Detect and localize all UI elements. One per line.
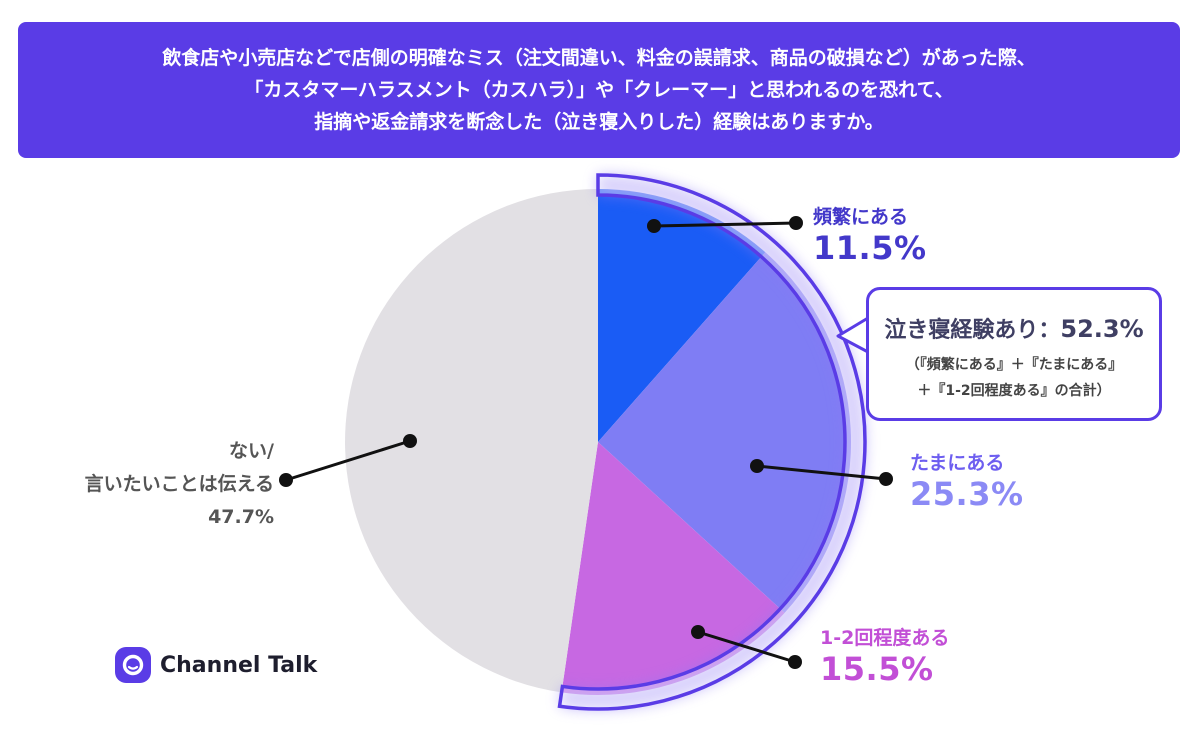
total-callout: 泣き寝経験あり：52.3% （『頻繁にある』＋『たまにある』 ＋『1-2回程度あ… bbox=[866, 287, 1162, 421]
callout-title: 泣き寝経験あり： bbox=[884, 318, 1061, 343]
leader-once-or-twice-dot-start bbox=[691, 625, 705, 639]
leader-frequent bbox=[653, 221, 797, 228]
slice-label-none: ない/ 言いたいことは伝える 47.7% bbox=[85, 435, 274, 534]
callout-headline: 泣き寝経験あり：52.3% bbox=[869, 312, 1159, 344]
label-sometimes-value: 25.3% bbox=[910, 475, 1024, 513]
leader-sometimes-dot-start bbox=[750, 459, 764, 473]
leader-once-or-twice-dot-end bbox=[788, 655, 802, 669]
slice-label-once-or-twice: 1-2回程度ある 15.5% bbox=[820, 623, 949, 688]
callout-pointer bbox=[836, 316, 869, 354]
callout-note-line-1: （『頻繁にある』＋『たまにある』 bbox=[905, 357, 1123, 373]
label-none-line-2: 言いたいことは伝える bbox=[84, 473, 274, 495]
brand-name: Channel Talk bbox=[160, 652, 318, 678]
pie-slice-sometimes bbox=[598, 252, 852, 613]
label-frequent-name: 頻繁にある bbox=[813, 206, 909, 228]
leader-none-dot-end bbox=[279, 473, 293, 487]
leader-sometimes bbox=[756, 464, 887, 481]
leader-once-or-twice bbox=[697, 630, 796, 664]
question-line-3: 指摘や返金請求を断念した（泣き寝入りした）経験はありますか。 bbox=[314, 111, 884, 133]
question-banner: 飲食店や小売店などで店側の明確なミス（注文間違い、料金の誤請求、商品の破損など）… bbox=[18, 22, 1180, 158]
label-frequent-value: 11.5% bbox=[813, 229, 927, 267]
label-once-or-twice-value: 15.5% bbox=[820, 650, 934, 688]
label-sometimes-name: たまにある bbox=[910, 452, 1005, 474]
highlight-ring bbox=[557, 173, 867, 711]
leader-frequent-dot-end bbox=[789, 216, 803, 230]
leader-none-dot-start bbox=[403, 434, 417, 448]
callout-note: （『頻繁にある』＋『たまにある』 ＋『1-2回程度ある』の合計） bbox=[869, 352, 1159, 404]
callout-value: 52.3% bbox=[1060, 315, 1144, 343]
leader-frequent-dot-start bbox=[647, 219, 661, 233]
channel-talk-logo: Channel Talk bbox=[115, 647, 317, 683]
channel-talk-logo-icon bbox=[115, 647, 151, 683]
leader-none bbox=[285, 439, 411, 482]
leader-sometimes-dot-end bbox=[879, 472, 893, 486]
label-none-line-1: ない/ bbox=[229, 440, 274, 462]
pie-slice-once-or-twice bbox=[561, 442, 785, 695]
pie-slice-none bbox=[345, 189, 598, 693]
label-none-value: 47.7% bbox=[208, 506, 274, 528]
slice-label-sometimes: たまにある 25.3% bbox=[910, 448, 1024, 513]
callout-note-line-2: ＋『1-2回程度ある』の合計） bbox=[917, 383, 1111, 399]
pie-slice-frequent bbox=[598, 189, 766, 442]
label-once-or-twice-name: 1-2回程度ある bbox=[820, 627, 950, 649]
question-line-1: 飲食店や小売店などで店側の明確なミス（注文間違い、料金の誤請求、商品の破損など）… bbox=[162, 47, 1036, 69]
slice-label-frequent: 頻繁にある 11.5% bbox=[813, 202, 927, 267]
question-line-2: 「カスタマーハラスメント（カスハラ）」や「クレーマー」と思われるのを恐れて、 bbox=[244, 79, 954, 101]
